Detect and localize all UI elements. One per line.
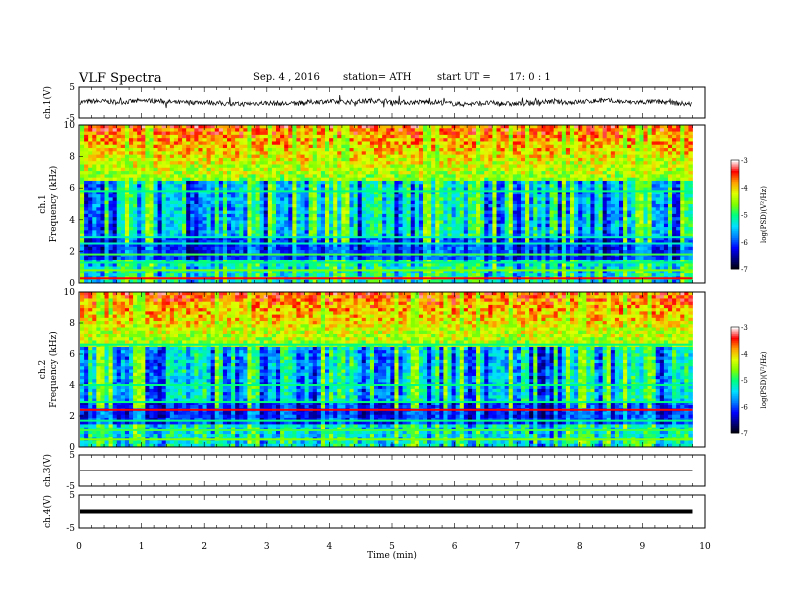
- ch1-spectrogram-narrowband-line-5: [80, 269, 693, 272]
- ch2-spectrogram-colorbar-tick-1: -4: [741, 351, 748, 359]
- ch2-spectrogram-ytick-2: 2: [69, 412, 75, 422]
- ch1-waveform-trace: [79, 94, 693, 109]
- ch3-waveform-ylabel: ch.3(V): [42, 454, 53, 487]
- ch1-spectrogram-ytick-0: 0: [69, 279, 75, 289]
- ch2-spectrogram-colorbar-tick-2: -5: [741, 377, 748, 385]
- x-tick-label-9: 9: [640, 542, 646, 552]
- ch1-waveform-ylabel: ch.1(V): [42, 86, 53, 119]
- ch4-waveform-ylabel: ch.4(V): [42, 495, 53, 528]
- x-tick-label-3: 3: [264, 542, 270, 552]
- ch1-waveform-ytick-top: 5: [69, 83, 75, 93]
- ch1-spectrogram-colorbar-tick-1: -4: [741, 184, 748, 192]
- start-ut-value: 17: 0 : 1: [509, 72, 551, 83]
- station-label: station= ATH: [343, 72, 412, 83]
- ch2-spectrogram-narrowband-line-5: [80, 428, 693, 431]
- ch2-spectrogram-ytick-6: 6: [69, 350, 75, 360]
- ch1-spectrogram-ytick-6: 6: [69, 184, 75, 194]
- ch2-spectrogram-narrowband-line-2: [80, 401, 693, 404]
- x-tick-label-1: 1: [139, 542, 145, 552]
- x-tick-label-8: 8: [577, 542, 583, 552]
- ch4-waveform-ytick-bottom: -5: [66, 524, 75, 534]
- ch1-spectrogram-narrowband-line-2: [80, 242, 693, 245]
- ch2-spectrogram-ytick-0: 0: [69, 443, 75, 453]
- ch2-spectrogram-colorbar-label: log(PSD)(V²/Hz): [760, 351, 768, 408]
- ch2-spectrogram-colorbar-tick-3: -6: [741, 404, 748, 412]
- ch1-spectrogram-narrowband-line-6: [80, 277, 693, 280]
- x-tick-label-0: 0: [76, 542, 82, 552]
- ch1-spectrogram-colorbar-tick-0: -3: [741, 157, 748, 165]
- ch1-spectrogram-colorbar-label: log(PSD)(V²/Hz): [760, 186, 768, 243]
- ch2-spectrogram-ytick-10: 10: [64, 288, 76, 298]
- figure-title: VLF Spectra: [79, 71, 162, 86]
- ch2-spectrogram-ytick-8: 8: [69, 319, 75, 329]
- ch2-spectrogram-narrowband-line-3: [80, 408, 693, 411]
- date-label: Sep. 4 , 2016: [253, 72, 320, 83]
- ch2-spectrogram-colorbar: [731, 327, 739, 434]
- x-axis-label: Time (min): [367, 550, 417, 561]
- ch1-spectrogram-colorbar: [731, 160, 739, 270]
- ch3-waveform-ytick-top: 5: [69, 451, 75, 461]
- ch2-spectrogram-narrowband-line-4: [80, 419, 693, 422]
- ch1-spectrogram-narrowband-line-3: [80, 253, 693, 256]
- ch1-spectrogram-image: [80, 125, 693, 284]
- ch4-waveform-ytick-top: 5: [69, 491, 75, 501]
- ch1-spectrogram-ytick-4: 4: [69, 216, 75, 226]
- ch1-spectrogram-ytick-2: 2: [69, 247, 75, 257]
- ch1-spectrogram-ytick-8: 8: [69, 153, 75, 163]
- ch2-spectrogram-ylabel-line-0: ch.2: [38, 360, 48, 379]
- x-tick-label-6: 6: [452, 542, 458, 552]
- x-tick-label-4: 4: [327, 542, 333, 552]
- ch1-spectrogram-ylabel-line-0: ch.1: [38, 194, 48, 213]
- ch2-spectrogram-ylabel-line-1: Frequency (kHz): [48, 331, 59, 408]
- ch1-spectrogram-narrowband-line-0: [80, 190, 693, 193]
- x-tick-label-10: 10: [699, 542, 711, 552]
- ch1-spectrogram-ylabel-line-1: Frequency (kHz): [48, 166, 59, 243]
- ch1-spectrogram-colorbar-tick-3: -6: [741, 239, 748, 247]
- ch2-spectrogram-colorbar-tick-4: -7: [741, 430, 748, 438]
- x-tick-label-7: 7: [514, 542, 520, 552]
- ch3-waveform-ytick-bottom: -5: [66, 482, 75, 492]
- ch1-spectrogram-colorbar-tick-4: -7: [741, 266, 748, 274]
- start-ut-label: start UT =: [437, 72, 491, 83]
- ch2-spectrogram-image: [80, 292, 693, 448]
- ch1-spectrogram-ytick-10: 10: [64, 121, 76, 131]
- ch2-spectrogram-narrowband-line-0: [80, 343, 693, 346]
- ch2-spectrogram-ytick-4: 4: [69, 381, 75, 391]
- ch1-spectrogram-narrowband-line-1: [80, 236, 693, 239]
- ch1-waveform-ytick-bottom: -5: [66, 114, 75, 124]
- ch1-spectrogram-colorbar-frame: [730, 159, 740, 270]
- ch1-spectrogram-narrowband-line-4: [80, 261, 693, 264]
- x-tick-label-5: 5: [389, 542, 395, 552]
- x-tick-label-2: 2: [201, 542, 207, 552]
- ch2-spectrogram-colorbar-frame: [730, 326, 740, 434]
- ch1-spectrogram-colorbar-tick-2: -5: [741, 212, 748, 220]
- ch2-spectrogram-narrowband-line-1: [80, 384, 693, 386]
- ch2-spectrogram-narrowband-line-6: [80, 438, 693, 441]
- ch2-spectrogram-colorbar-tick-0: -3: [741, 324, 748, 332]
